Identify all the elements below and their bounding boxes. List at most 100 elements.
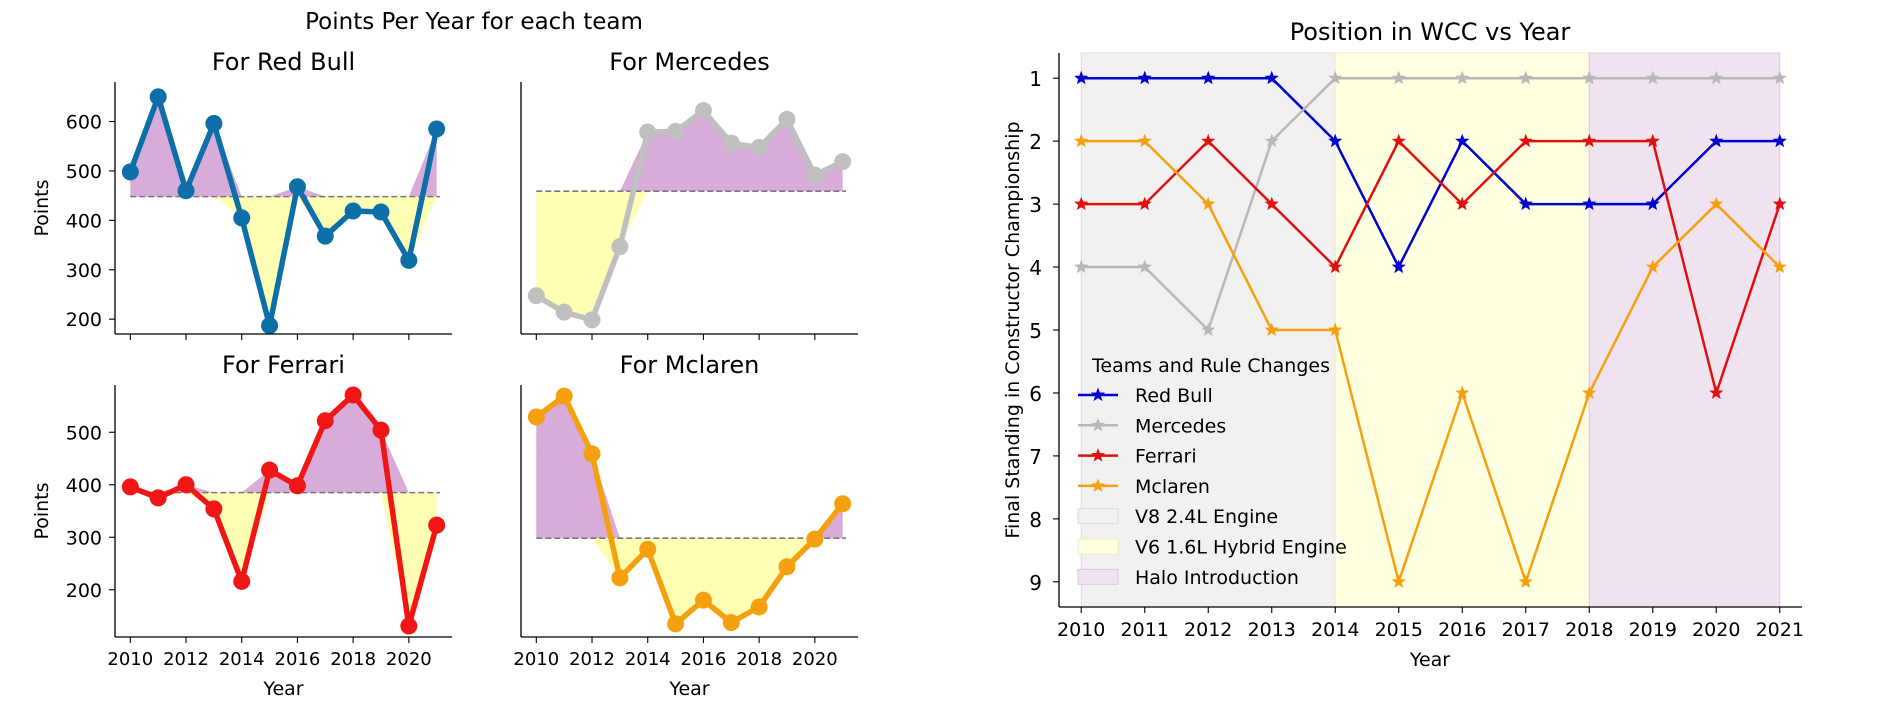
x-tick-label-2017: 2017 bbox=[1502, 619, 1550, 641]
star-marker-2021 bbox=[1772, 259, 1787, 274]
legend-label: V8 2.4L Engine bbox=[1135, 506, 1278, 528]
points-panel-2: 2010 2012 2014 2016 2018 2020 200 300 400 500 For … bbox=[31, 351, 452, 700]
legend-label: V6 1.6L Hybrid Engine bbox=[1135, 537, 1347, 559]
x-tick-label-2018: 2018 bbox=[1565, 619, 1613, 641]
legend-entry-6: Halo Introduction bbox=[1077, 567, 1299, 589]
star-marker-2010 bbox=[1074, 70, 1089, 85]
y-axis-label: Points bbox=[31, 482, 53, 539]
star-marker-2017 bbox=[1518, 133, 1533, 148]
data-point-2017 bbox=[316, 412, 334, 430]
star-marker-2015 bbox=[1391, 70, 1406, 85]
data-point-2021 bbox=[428, 120, 446, 138]
panel-title: For Mercedes bbox=[609, 48, 769, 76]
star-marker-2014 bbox=[1328, 259, 1343, 274]
star-marker-2012 bbox=[1201, 133, 1216, 148]
y-tick-label-400: 400 bbox=[66, 475, 102, 497]
band-2 bbox=[1588, 52, 1781, 608]
data-point-2012 bbox=[177, 476, 195, 494]
data-point-2016 bbox=[694, 102, 712, 120]
star-marker-2020 bbox=[1709, 196, 1724, 211]
x-axis-label: Year bbox=[668, 678, 709, 700]
legend-swatch bbox=[1077, 568, 1119, 585]
star-marker-2010 bbox=[1074, 133, 1089, 148]
points-panel-1: For Mercedes bbox=[520, 48, 858, 340]
data-point-2014 bbox=[639, 540, 657, 558]
star-marker-2015 bbox=[1391, 133, 1406, 148]
star-marker-2019 bbox=[1645, 196, 1660, 211]
star-marker-2017 bbox=[1518, 196, 1533, 211]
data-point-2014 bbox=[639, 123, 657, 141]
above-mean-fill bbox=[130, 395, 437, 493]
data-point-2012 bbox=[583, 311, 601, 329]
wcc-legend: Teams and Rule Changes Red Bull Mercedes Fe… bbox=[1077, 355, 1347, 589]
star-marker-2019 bbox=[1645, 259, 1660, 274]
y-tick-label-9: 9 bbox=[1029, 571, 1042, 595]
y-tick-label-400: 400 bbox=[66, 210, 102, 232]
data-point-2016 bbox=[288, 178, 306, 196]
star-marker-2014 bbox=[1328, 133, 1343, 148]
star-marker-2013 bbox=[1264, 196, 1279, 211]
x-tick-label-2011: 2011 bbox=[1121, 619, 1169, 641]
data-point-2021 bbox=[428, 516, 446, 534]
x-axis-label: Year bbox=[262, 678, 303, 700]
star-marker-2018 bbox=[1582, 133, 1597, 148]
legend-star-marker bbox=[1090, 478, 1106, 492]
star-marker-2021 bbox=[1772, 133, 1787, 148]
legend-star-marker bbox=[1090, 448, 1106, 462]
star-marker-2018 bbox=[1582, 196, 1597, 211]
star-marker-2020 bbox=[1709, 70, 1724, 85]
data-point-2010 bbox=[527, 408, 545, 426]
legend-entry-1: Mercedes bbox=[1078, 415, 1226, 437]
data-point-2011 bbox=[555, 303, 573, 321]
star-marker-2012 bbox=[1201, 322, 1216, 337]
y-tick-label-6: 6 bbox=[1029, 382, 1042, 406]
star-marker-2019 bbox=[1645, 70, 1660, 85]
x-tick-label-2010: 2010 bbox=[513, 649, 559, 670]
data-point-2013 bbox=[611, 569, 629, 587]
star-marker-2020 bbox=[1709, 133, 1724, 148]
y-tick-label-7: 7 bbox=[1029, 445, 1042, 469]
data-point-2016 bbox=[694, 591, 712, 609]
y-tick-label-3: 3 bbox=[1029, 193, 1042, 217]
points-panel-3: 2010 2012 2014 2016 2018 2020 For Mclaren Year bbox=[513, 351, 858, 700]
data-point-2015 bbox=[667, 615, 685, 633]
data-point-2016 bbox=[288, 477, 306, 495]
data-point-2018 bbox=[344, 202, 362, 220]
legend-label: Mercedes bbox=[1135, 415, 1226, 437]
x-tick-label-2013: 2013 bbox=[1248, 619, 1296, 641]
star-marker-2013 bbox=[1264, 70, 1279, 85]
star-marker-2015 bbox=[1391, 259, 1406, 274]
data-point-2017 bbox=[316, 227, 334, 245]
legend-title: Teams and Rule Changes bbox=[1091, 355, 1330, 377]
data-point-2014 bbox=[233, 209, 251, 227]
data-point-2015 bbox=[261, 461, 279, 479]
legend-label: Ferrari bbox=[1135, 446, 1197, 468]
data-point-2019 bbox=[778, 558, 796, 576]
data-point-2018 bbox=[750, 598, 768, 616]
data-point-2011 bbox=[149, 489, 167, 507]
y-tick-label-200: 200 bbox=[66, 580, 102, 602]
data-point-2013 bbox=[205, 115, 223, 133]
series-3 bbox=[1074, 133, 1787, 588]
legend-entry-2: Ferrari bbox=[1078, 446, 1197, 468]
data-point-2021 bbox=[834, 495, 852, 513]
y-tick-label-600: 600 bbox=[66, 112, 102, 134]
series-line bbox=[127, 392, 440, 629]
panel-title: For Mclaren bbox=[620, 351, 760, 379]
y-tick-label-2: 2 bbox=[1029, 130, 1042, 154]
x-tick-label-2020: 2020 bbox=[386, 649, 432, 670]
x-tick-label-2012: 2012 bbox=[163, 649, 209, 670]
star-marker-2016 bbox=[1455, 385, 1470, 400]
star-marker-2011 bbox=[1137, 133, 1152, 148]
y-tick-label-4: 4 bbox=[1029, 256, 1042, 280]
y-tick-label-8: 8 bbox=[1029, 508, 1042, 532]
above-mean-fill bbox=[536, 396, 843, 539]
star-marker-2011 bbox=[1137, 196, 1152, 211]
star-marker-2020 bbox=[1709, 385, 1724, 400]
star-marker-2019 bbox=[1645, 133, 1660, 148]
star-marker-2011 bbox=[1137, 70, 1152, 85]
data-point-2019 bbox=[372, 203, 390, 221]
data-point-2010 bbox=[121, 163, 139, 181]
x-tick-label-2012: 2012 bbox=[1184, 619, 1232, 641]
